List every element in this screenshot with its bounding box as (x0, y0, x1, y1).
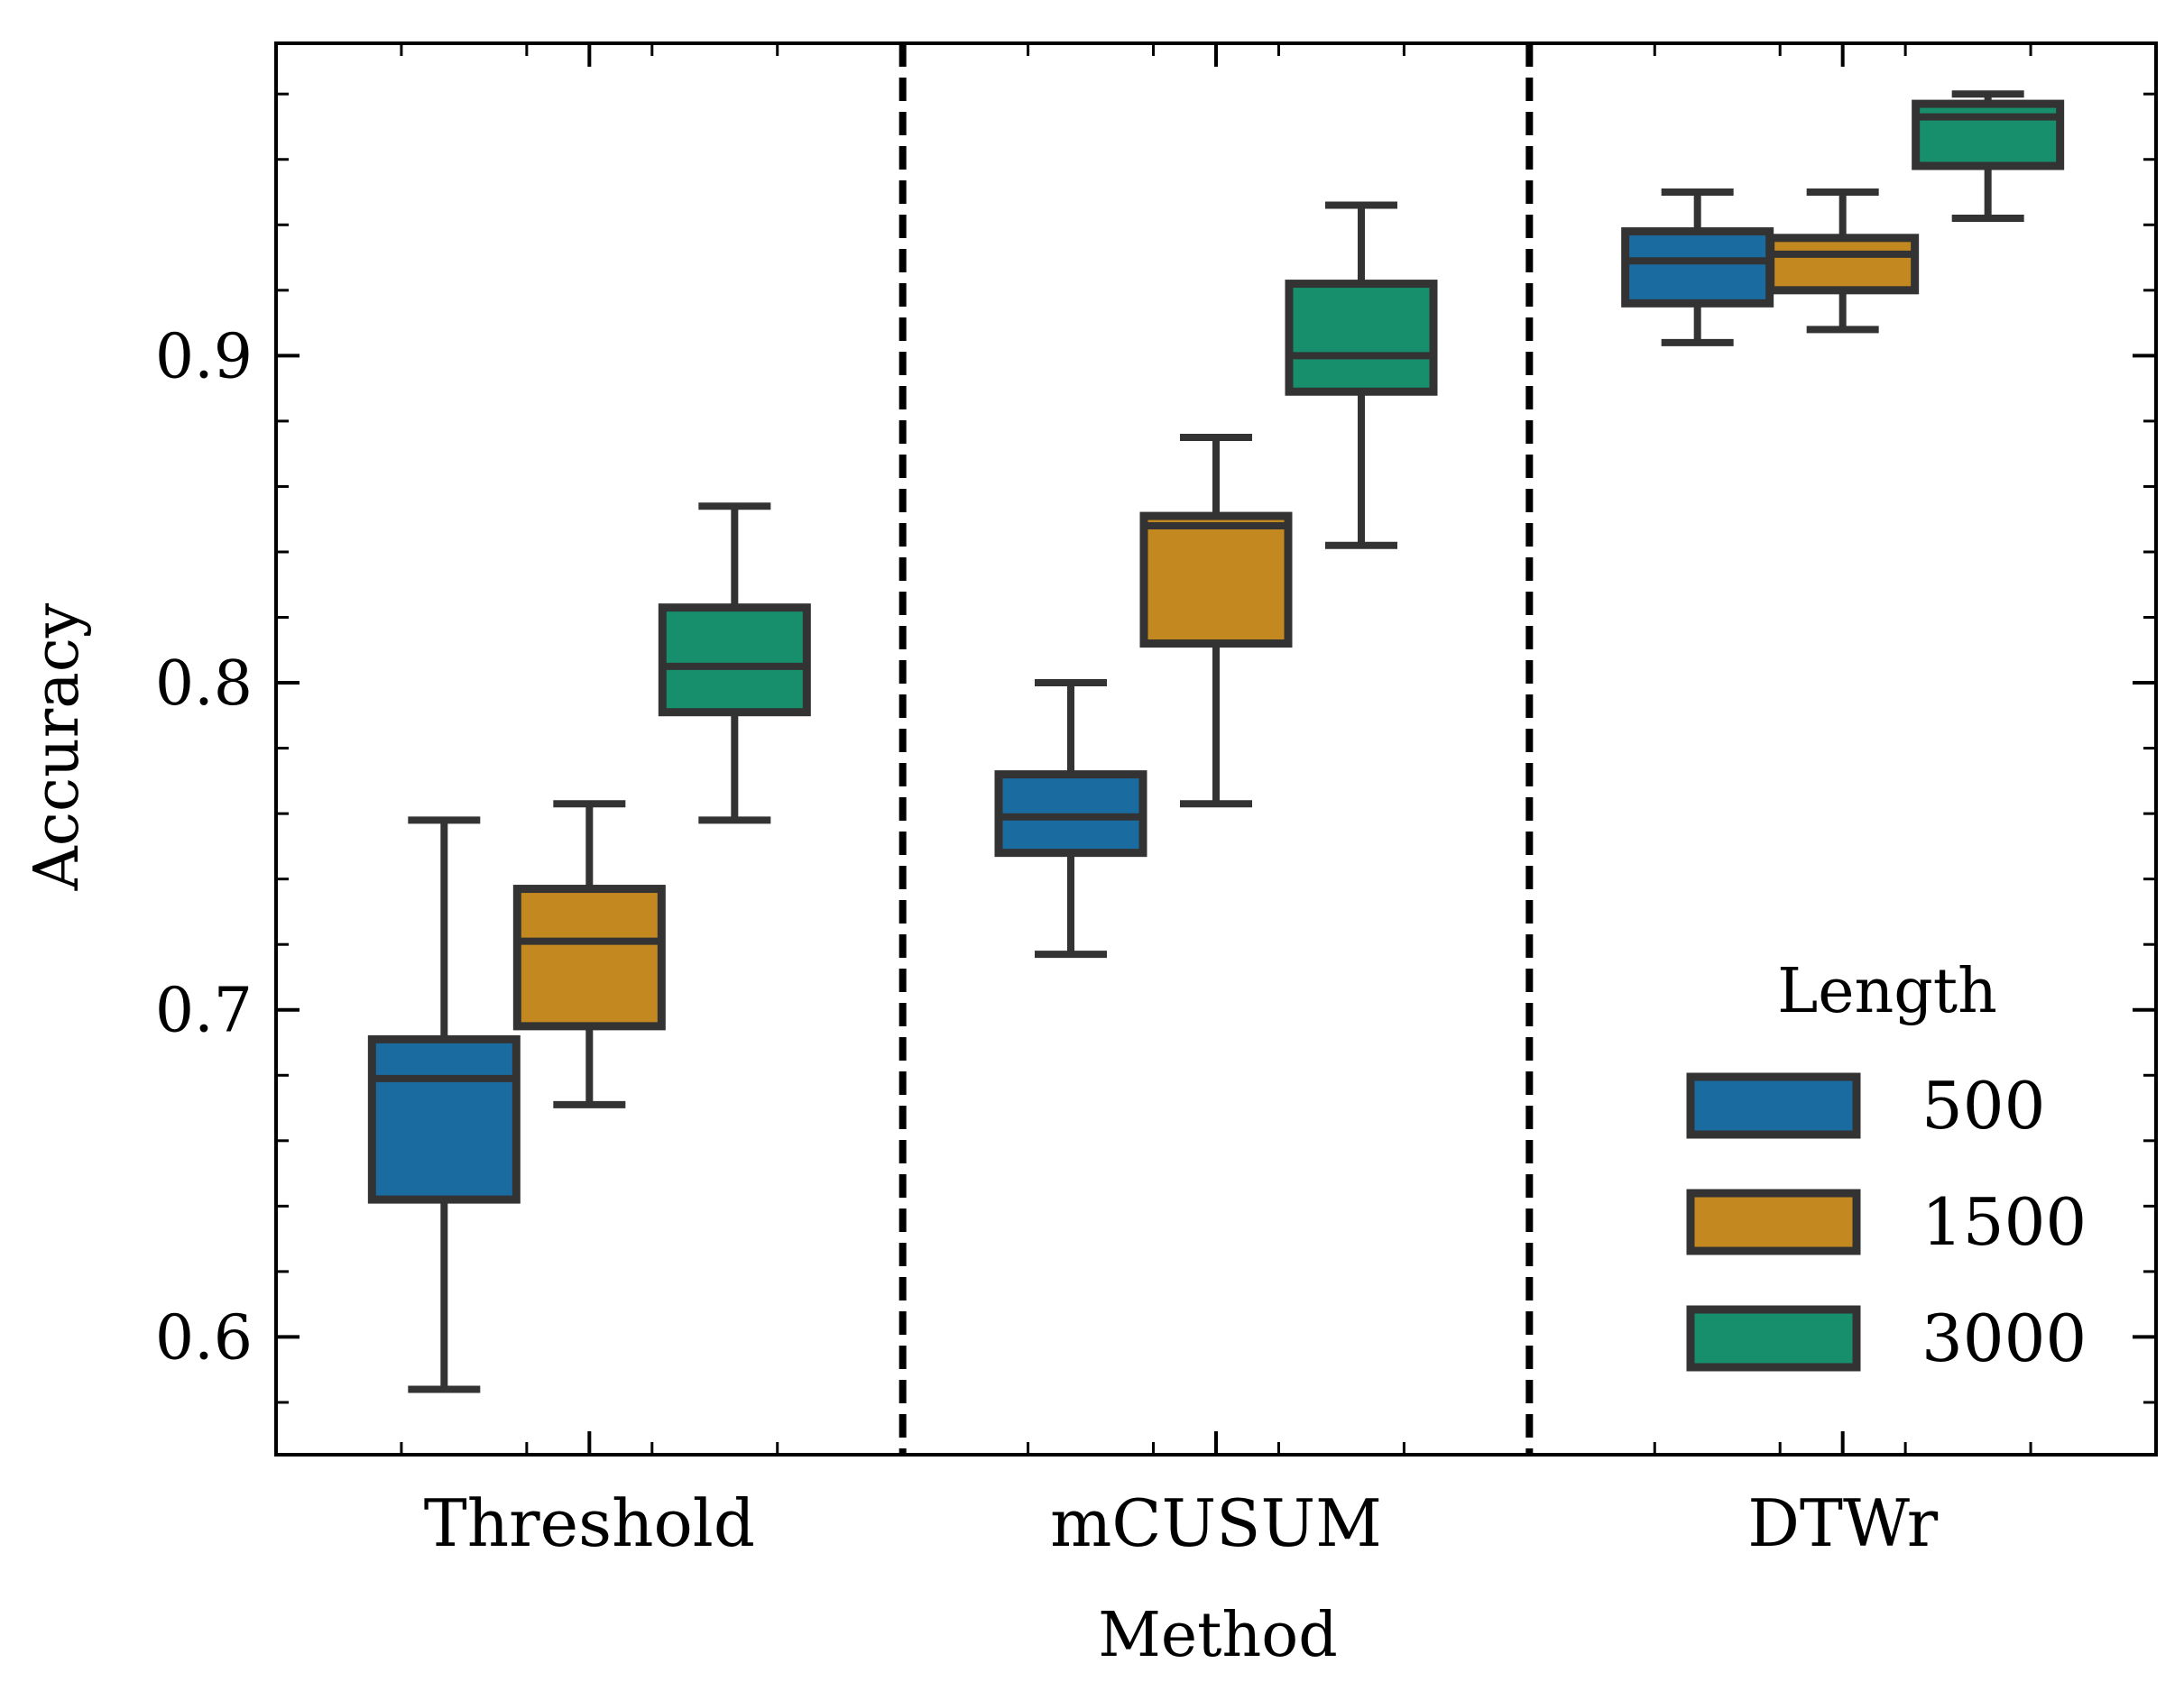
y-axis-label: Accuracy (22, 602, 93, 891)
box-3000-DTWr (1912, 99, 2065, 170)
x-axis-label: Method (1098, 1600, 1337, 1671)
box-500-DTWr (1621, 227, 1774, 308)
box-3000-mCUSUM (1285, 280, 1438, 396)
y-tick-label: 0.8 (155, 648, 253, 720)
y-tick-label: 0.9 (155, 321, 253, 392)
separator-layer (898, 43, 1534, 1455)
box-3000-Threshold (658, 603, 811, 717)
legend-label: 3000 (1921, 1300, 2087, 1376)
x-tick-label: Threshold (424, 1485, 755, 1561)
box-500-Threshold (367, 1034, 521, 1204)
y-tick-label: 0.7 (155, 976, 253, 1047)
x-tick-label: mCUSUM (1050, 1485, 1382, 1561)
y-tick-label: 0.6 (155, 1302, 253, 1374)
legend-swatch-3000 (1686, 1305, 1861, 1372)
box-1500-mCUSUM (1139, 511, 1293, 648)
legend-label: 500 (1921, 1068, 2045, 1144)
legend: Length 500 1500 3000 (1686, 956, 2087, 1376)
box-1500-DTWr (1766, 234, 1920, 295)
legend-label: 1500 (1921, 1184, 2087, 1260)
axis-layer: 0.6 0.7 0.8 0.9 Threshold mCUSUM DTWr (155, 41, 2158, 1561)
legend-title: Length (1777, 956, 1997, 1027)
x-tick-label: DTWr (1747, 1485, 1939, 1561)
legend-swatch-1500 (1686, 1189, 1861, 1255)
box-layer (367, 90, 2065, 1393)
legend-swatch-500 (1686, 1072, 1861, 1139)
box-1500-Threshold (512, 885, 666, 1031)
